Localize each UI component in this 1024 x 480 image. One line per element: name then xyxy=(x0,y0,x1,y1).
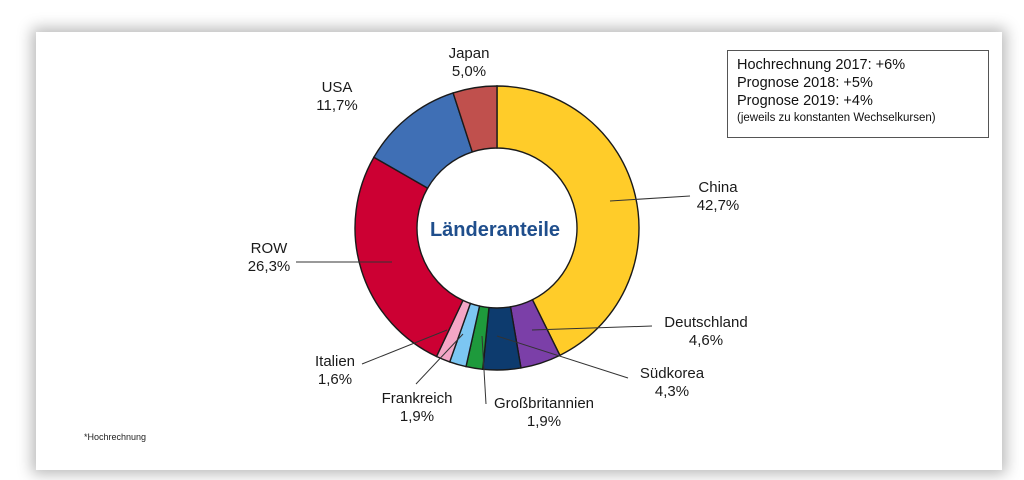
value-italien: 1,6% xyxy=(318,371,352,388)
label-row: ROW xyxy=(251,240,289,257)
label-grossbritannien: Großbritannien xyxy=(494,395,594,412)
label-italien: Italien xyxy=(315,353,355,370)
legend-note: (jeweils zu konstanten Wechselkursen) xyxy=(737,112,936,124)
value-suedkorea: 4,3% xyxy=(655,383,689,400)
slice-japan xyxy=(452,85,498,153)
label-usa: USA xyxy=(322,79,353,96)
leader-line-china xyxy=(609,195,691,202)
label-frankreich: Frankreich xyxy=(382,390,453,407)
leader-line-frankreich xyxy=(415,333,464,385)
label-china: China xyxy=(698,179,738,196)
slice-china xyxy=(496,85,640,357)
footnote: *Hochrechnung xyxy=(84,432,147,442)
value-japan: 5,0% xyxy=(452,63,486,80)
value-frankreich: 1,9% xyxy=(400,408,434,425)
leader-line-deutschland xyxy=(531,325,653,331)
value-row: 26,3% xyxy=(248,258,291,275)
value-china: 42,7% xyxy=(697,197,740,214)
value-deutschland: 4,6% xyxy=(689,332,723,349)
label-deutschland: Deutschland xyxy=(664,314,747,331)
label-japan: Japan xyxy=(449,45,490,62)
leader-line-suedkorea xyxy=(496,335,629,379)
value-usa: 11,7% xyxy=(316,97,357,114)
legend-box: Hochrechnung 2017: +6% Prognose 2018: +5… xyxy=(727,50,989,138)
label-suedkorea: Südkorea xyxy=(640,365,705,382)
leader-line-italien xyxy=(361,329,448,365)
legend-line-2019: Prognose 2019: +4% xyxy=(737,93,873,109)
value-grossbritannien: 1,9% xyxy=(527,413,561,430)
legend-line-2017: Hochrechnung 2017: +6% xyxy=(737,57,906,73)
center-label: Länderanteile xyxy=(430,219,560,241)
legend-line-2018: Prognose 2018: +5% xyxy=(737,75,873,91)
slice-row xyxy=(354,156,464,358)
leader-line-grossbritannien xyxy=(481,335,487,405)
